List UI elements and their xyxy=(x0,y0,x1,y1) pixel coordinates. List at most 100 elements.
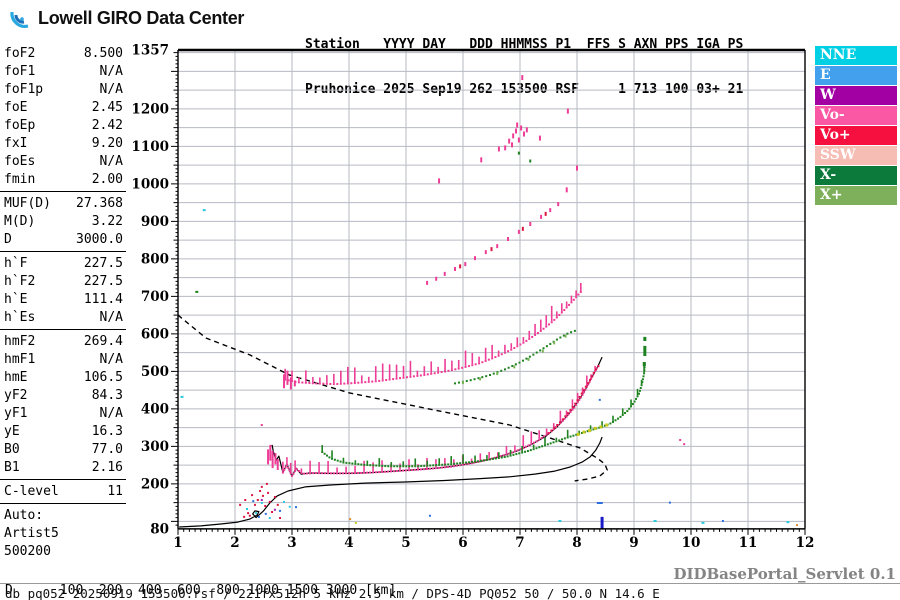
param-value: N/A xyxy=(99,82,123,97)
direction-color-legend: NNE E W Vo- Vo+ SSW X- X+ xyxy=(815,46,897,206)
svg-text:600: 600 xyxy=(141,326,169,342)
param-hf2: h`F2 227.5 xyxy=(0,273,126,291)
param-value: 11 xyxy=(107,484,123,499)
svg-text:400: 400 xyxy=(141,401,169,417)
series-o2-left-streaks xyxy=(283,370,296,390)
param-label: yF2 xyxy=(4,388,28,403)
param-he: h`E 111.4 xyxy=(0,291,126,309)
status-separator xyxy=(0,583,900,584)
status-bar: db pq052 20250919 153500.rsf / 221fx512h… xyxy=(5,586,660,600)
svg-text:3: 3 xyxy=(287,535,296,551)
param-label: foF1p xyxy=(4,82,44,97)
param-value: 269.4 xyxy=(83,334,123,349)
series-o3-pink-diagonal xyxy=(426,202,560,285)
param-value: 2.00 xyxy=(91,172,123,187)
param-foep: foEp 2.42 xyxy=(0,117,126,135)
series-x1-top-streaks xyxy=(642,336,647,367)
param-label: h`Es xyxy=(4,310,36,325)
param-label: foEp xyxy=(4,118,36,133)
series-noise-cyan xyxy=(180,209,790,524)
param-label: Artist5 xyxy=(4,526,59,541)
param-label: h`E xyxy=(4,292,28,307)
legend-item-x: X- xyxy=(815,166,897,185)
param-mufd: MUF(D) 27.368 xyxy=(0,195,126,213)
series-f4-green-dots xyxy=(517,151,532,163)
param-label: B0 xyxy=(4,442,20,457)
param-foes: foEs N/A xyxy=(0,153,126,171)
station-header-line2: Pruhonice 2025 Sep19 262 153500 RSF 1 71… xyxy=(305,82,744,97)
servlet-watermark: DIDBasePortal_Servlet 0.1 xyxy=(673,565,896,583)
series-o1-foF2-streaks xyxy=(267,444,279,470)
series-noise-blue xyxy=(257,398,724,522)
param-value: 9.20 xyxy=(91,136,123,151)
series-x2-green-light xyxy=(462,334,567,385)
svg-text:11: 11 xyxy=(739,535,758,551)
svg-text:1000: 1000 xyxy=(131,176,169,192)
svg-text:500: 500 xyxy=(141,364,169,380)
param-label: B1 xyxy=(4,460,20,475)
param-value: 2.16 xyxy=(91,460,123,475)
series-true-height-profile xyxy=(179,436,603,528)
plot-grid xyxy=(178,50,805,529)
param-b0: B0 77.0 xyxy=(0,441,126,459)
param-label: M(D) xyxy=(4,214,36,229)
param-fof2: foF2 8.500 xyxy=(0,45,126,63)
legend-item-x: X+ xyxy=(815,186,897,205)
series-noise-pink xyxy=(260,424,686,446)
svg-text:1: 1 xyxy=(173,535,182,551)
param-value: 84.3 xyxy=(91,388,123,403)
series-noise-green xyxy=(195,290,199,293)
param-label: C-level xyxy=(4,484,59,499)
series-o2-pink-spread xyxy=(284,283,582,386)
param-artist5: Artist5 xyxy=(0,525,126,543)
series-muf-transmission-curve xyxy=(177,314,608,482)
lowell-giro-logo: Lowell GIRO Data Center xyxy=(8,6,244,30)
param-value: 8.500 xyxy=(83,46,123,61)
series-o3-crimson-mix xyxy=(459,211,547,269)
param-label: h`F2 xyxy=(4,274,36,289)
param-value: 2.45 xyxy=(91,100,123,115)
giro-wave-icon xyxy=(10,11,29,28)
series-es-crimson-cluster xyxy=(239,482,282,519)
param-md: M(D) 3.22 xyxy=(0,213,126,231)
param-label: hmE xyxy=(4,370,28,385)
series-noise-orange xyxy=(349,518,799,527)
param-label: yF1 xyxy=(4,406,28,421)
svg-text:200: 200 xyxy=(141,476,169,492)
svg-text:1200: 1200 xyxy=(131,101,169,117)
series-es-cyan-dots xyxy=(245,500,291,519)
param-value: N/A xyxy=(99,310,123,325)
svg-text:800: 800 xyxy=(141,251,169,267)
svg-text:10: 10 xyxy=(682,535,701,551)
series-es-blue-dots xyxy=(252,500,297,515)
panel-divider xyxy=(0,503,126,504)
series-o1-pink-trace xyxy=(281,364,600,477)
param-label: h`F xyxy=(4,256,28,271)
param-d: D 3000.0 xyxy=(0,231,126,249)
series-x1-green-trace xyxy=(321,363,646,468)
param-fxi: fxI 9.20 xyxy=(0,135,126,153)
param-value: 16.3 xyxy=(91,424,123,439)
param-fof1p: foF1p N/A xyxy=(0,81,126,99)
param-b1: B1 2.16 xyxy=(0,459,126,477)
param-value: N/A xyxy=(99,64,123,79)
param-hmf2: hmF2 269.4 xyxy=(0,333,126,351)
svg-text:80: 80 xyxy=(150,521,169,537)
legend-item-e: E xyxy=(815,66,897,85)
param-fof1: foF1 N/A xyxy=(0,63,126,81)
legend-item-vo: Vo+ xyxy=(815,126,897,145)
series-x1-yellow-mix xyxy=(576,423,609,436)
param-yf2: yF2 84.3 xyxy=(0,387,126,405)
param-ye: yE 16.3 xyxy=(0,423,126,441)
param-value: 111.4 xyxy=(83,292,123,307)
station-header: Station YYYY DAY DDD HHMMSS P1 FFS S AXN… xyxy=(305,7,743,127)
svg-text:700: 700 xyxy=(141,289,169,305)
panel-divider xyxy=(0,191,126,192)
param-value: 227.5 xyxy=(83,256,123,271)
legend-item-vo: Vo- xyxy=(815,106,897,125)
scaled-parameters-panel: foF2 8.500 foF1 N/A foF1p N/A foE 2.45 foEp 2.42 f… xyxy=(0,45,126,561)
param-hes: h`Es N/A xyxy=(0,309,126,327)
panel-divider xyxy=(0,479,126,480)
